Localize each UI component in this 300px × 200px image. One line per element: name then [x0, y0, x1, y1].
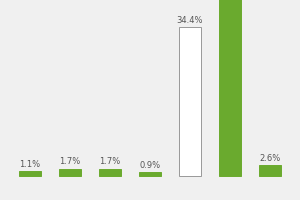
Bar	[259, 165, 281, 176]
Text: 0.9%: 0.9%	[140, 161, 160, 170]
Bar	[219, 0, 241, 176]
Bar	[19, 171, 41, 176]
Text: 34.4%: 34.4%	[177, 16, 203, 25]
Bar	[59, 169, 81, 176]
Bar	[179, 27, 201, 176]
Text: 1.7%: 1.7%	[99, 157, 121, 166]
Text: 1.7%: 1.7%	[59, 157, 81, 166]
Text: 2.6%: 2.6%	[260, 154, 280, 163]
Text: 1.1%: 1.1%	[20, 160, 40, 169]
Bar	[99, 169, 121, 176]
Bar	[139, 172, 161, 176]
